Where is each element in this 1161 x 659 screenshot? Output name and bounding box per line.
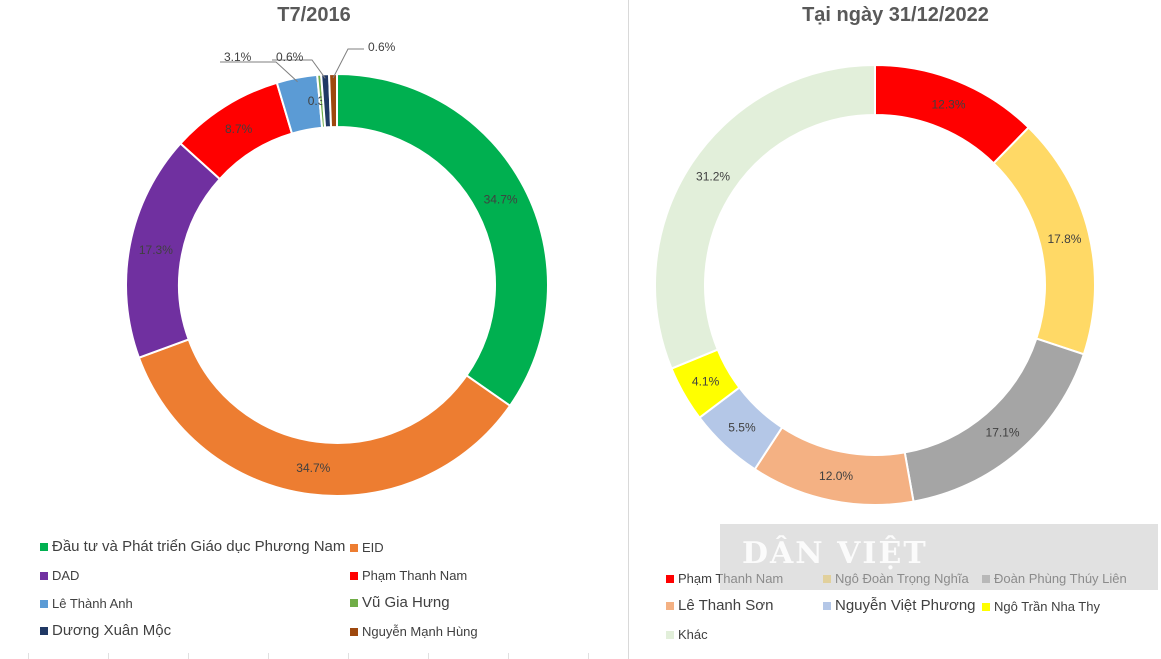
data-label-1-3: 12.0% [819,469,853,483]
watermark-logo: DÂN VIỆT [742,536,928,571]
legend-item-1-6: Khác [666,627,708,642]
legend-item-1-5: Ngô Trần Nha Thy [982,599,1100,614]
data-label-1-4: 5.5% [728,421,756,435]
legend-swatch-1-0 [666,574,674,583]
data-label-0-1: 34.7% [296,461,330,475]
legend-swatch-0-0 [40,542,48,551]
legend-label-1-3: Lê Thanh Sơn [678,597,774,614]
legend-label-0-2: DAD [52,568,80,583]
sheet-gridline [108,653,109,659]
legend-label-1-6: Khác [678,627,708,642]
leader-line-0-6 [272,59,326,79]
data-label-0-0: 34.7% [484,193,518,207]
legend-label-1-5: Ngô Trần Nha Thy [994,599,1100,614]
data-label-1-2: 17.1% [986,425,1020,439]
legend-label-0-1: EID [362,540,384,555]
sheet-gridline [28,653,29,659]
legend-item-0-5: Vũ Gia Hưng [350,594,450,611]
panel-divider [628,0,629,659]
data-label-1-0: 12.3% [931,97,965,111]
legend-swatch-0-5 [350,598,358,607]
legend-label-1-4: Nguyễn Việt Phương [835,597,976,614]
legend-label-0-5: Vũ Gia Hưng [362,594,450,611]
legend-swatch-0-3 [350,571,358,580]
slice-0-7 [328,72,338,129]
donut-chart-left: 34.7%34.7%17.3%8.7%3.1%0.3%0.6%0.6% [125,40,549,497]
sheet-gridline [188,653,189,659]
legend-label-0-3: Phạm Thanh Nam [362,568,468,583]
chart-title-left: T7/2016 [277,4,351,26]
legend-item-0-2: DAD [40,568,79,583]
legend-swatch-1-3 [666,601,674,610]
data-label-1-6: 31.2% [696,169,730,183]
legend-swatch-1-6 [666,630,674,639]
legend-label-0-4: Lê Thành Anh [52,596,133,611]
data-label-0-4: 3.1% [224,50,252,64]
legend-item-0-1: EID [350,540,384,555]
legend-swatch-0-1 [350,543,358,552]
slice-1-2 [903,337,1086,503]
data-label-0-3: 8.7% [225,122,253,136]
leader-line-0-7 [332,48,364,79]
legend-swatch-0-6 [40,626,48,635]
slice-0-1 [137,338,512,497]
data-label-1-1: 17.8% [1047,232,1081,246]
legend-item-0-6: Dương Xuân Mộc [40,622,171,639]
chart-title-right: Tại ngày 31/12/2022 [802,4,989,26]
watermark: DÂN VIỆT [720,524,1158,590]
legend-item-1-3: Lê Thanh Sơn [666,597,773,614]
sheet-gridline [508,653,509,659]
sheet-gridline [348,653,349,659]
legend-label-0-0: Đầu tư và Phát triển Giáo dục Phương Nam [52,538,346,555]
legend-item-0-3: Phạm Thanh Nam [350,568,467,583]
sheet-gridline [268,653,269,659]
legend-swatch-0-7 [350,627,358,636]
slice-1-6 [654,63,876,370]
donut-chart-right: 12.3% 17.8% 17.1% 12.0% 5.5% 4.1% 31.2% [654,63,1096,506]
legend-item-1-4: Nguyễn Việt Phương [823,597,976,614]
legend-label-0-7: Nguyễn Mạnh Hùng [362,624,478,639]
chart-left: T7/2016 34.7% 34.7% 17.3% 8.7% 3.1% 0.3% 0.6% 0… [40,4,549,639]
sheet-gridline [588,653,589,659]
slice-0-0 [336,72,549,408]
chart-right: Tại ngày 31/12/2022 12.3% 17.8% 17.1% 12.0%… [630,0,1161,659]
sheet-gridline [428,653,429,659]
legend-swatch-0-4 [40,599,48,608]
legend-item-0-4: Lê Thành Anh [40,596,133,611]
legend-swatch-1-5 [982,602,990,611]
data-label-0-6: 0.6% [276,50,304,64]
slice-1-0 [874,63,1031,165]
leader-line-0-4 [220,61,298,83]
slice-1-3 [753,425,915,506]
legend-item-0-0: Đầu tư và Phát triển Giáo dục Phương Nam [40,538,345,555]
data-label-0-2: 17.3% [139,243,173,257]
legend-label-0-6: Dương Xuân Mộc [52,622,172,639]
data-label-1-5: 4.1% [692,375,720,389]
legend-swatch-1-4 [823,601,831,610]
legend-swatch-0-2 [40,571,48,580]
data-label-0-7: 0.6% [368,40,396,54]
legend-item-0-7: Nguyễn Mạnh Hùng [350,624,478,639]
